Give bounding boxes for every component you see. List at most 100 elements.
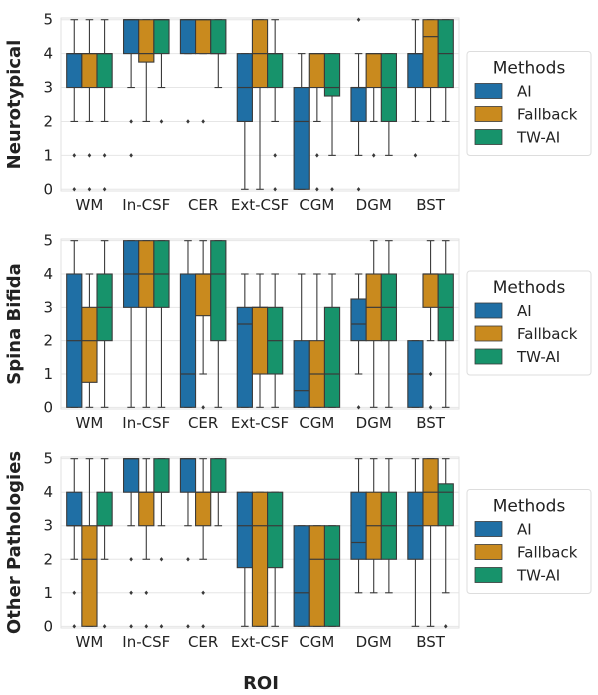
- x-tick-label: BST: [416, 414, 446, 432]
- box-dgm-tw-ai: [380, 53, 398, 156]
- box-wm-tw-ai: [96, 19, 113, 192]
- iqr-box: [293, 86, 310, 190]
- x-tick-label: Ext-CSF: [231, 633, 289, 651]
- box-ext-csf-fallback: [251, 19, 269, 190]
- iqr-box: [66, 491, 83, 527]
- outlier-point: [186, 624, 190, 629]
- box-dgm-fallback: [365, 53, 382, 158]
- box-ext-csf-ai: [236, 273, 253, 408]
- iqr-box: [323, 53, 341, 97]
- iqr-box: [179, 273, 197, 408]
- y-tick-label: 1: [43, 584, 53, 602]
- box-dgm-ai: [350, 458, 367, 594]
- box-bst-fallback: [422, 458, 439, 627]
- outlier-point: [72, 624, 77, 629]
- iqr-box: [350, 298, 367, 342]
- x-tick-label: In-CSF: [122, 414, 170, 432]
- legend-item-label: TW-AI: [516, 348, 560, 366]
- legend-item-label: AI: [517, 83, 532, 101]
- iqr-box: [293, 525, 310, 627]
- box-bst-fallback: [422, 240, 439, 410]
- outlier-point: [428, 405, 433, 410]
- legend-swatch: [474, 567, 503, 583]
- iqr-box: [267, 53, 284, 89]
- iqr-box: [153, 19, 170, 55]
- outlier-point: [413, 153, 418, 158]
- box-in-csf-tw-ai: [153, 458, 170, 629]
- y-tick-label: 0: [43, 398, 53, 416]
- box-cer-tw-ai: [210, 240, 227, 408]
- box-dgm-ai: [350, 273, 367, 410]
- outlier-point: [356, 187, 361, 192]
- iqr-box: [138, 491, 155, 527]
- iqr-box: [81, 53, 98, 89]
- iqr-box: [96, 53, 113, 89]
- box-dgm-fallback: [365, 240, 382, 408]
- box-in-csf-ai: [122, 458, 140, 629]
- outlier-point: [315, 153, 319, 158]
- outlier-point: [87, 187, 92, 192]
- box-in-csf-fallback: [138, 19, 155, 123]
- outlier-point: [186, 119, 190, 124]
- y-tick-label: 3: [43, 298, 53, 316]
- y-tick-label: 2: [43, 112, 53, 130]
- box-cgm-tw-ai: [323, 273, 341, 408]
- legend: Methods AI Fallback TW-AI: [466, 270, 592, 376]
- legend-title: Methods: [493, 497, 566, 517]
- legend-item-label: Fallback: [517, 544, 578, 562]
- box-ext-csf-ai: [236, 491, 253, 627]
- legend-swatch: [474, 106, 503, 122]
- box-cer-ai: [179, 19, 197, 124]
- iqr-box: [267, 491, 284, 569]
- iqr-box: [308, 53, 325, 89]
- box-wm-tw-ai: [96, 240, 113, 408]
- box-dgm-fallback: [365, 458, 382, 594]
- x-tick-label: CGM: [299, 196, 334, 214]
- x-tick-label: CER: [188, 414, 218, 432]
- box-dgm-tw-ai: [380, 458, 398, 594]
- box-bst-tw-ai: [437, 19, 454, 123]
- box-dgm-tw-ai: [380, 240, 398, 408]
- x-tick-label: WM: [76, 196, 104, 214]
- outlier-point: [129, 590, 133, 595]
- box-in-csf-fallback: [138, 458, 155, 629]
- box-wm-fallback: [81, 273, 98, 408]
- legend-item-label: Fallback: [517, 325, 578, 343]
- x-tick-label: In-CSF: [122, 196, 170, 214]
- iqr-box: [122, 458, 140, 493]
- iqr-box: [81, 525, 98, 627]
- y-tick-label: 1: [43, 146, 53, 164]
- legend-swatch: [474, 521, 503, 537]
- box-in-csf-ai: [122, 240, 140, 408]
- y-tick-label: 3: [43, 79, 53, 97]
- legend-item-label: TW-AI: [516, 129, 560, 147]
- x-tick-label: DGM: [356, 196, 392, 214]
- outlier-point: [72, 590, 77, 595]
- box-ext-csf-ai: [236, 53, 253, 190]
- x-tick-label: DGM: [356, 414, 392, 432]
- iqr-box: [195, 19, 212, 55]
- outlier-point: [129, 557, 133, 562]
- x-tick-label: CER: [188, 633, 218, 651]
- panel-3: 0 1 2 3 4 5 Other Pathologies WM In-CSF CER Ext-CS…: [4, 450, 592, 651]
- y-tick-label: 2: [43, 550, 53, 568]
- outlier-point: [186, 557, 190, 562]
- iqr-box: [66, 53, 83, 89]
- iqr-box: [365, 53, 382, 89]
- outlier-point: [159, 119, 164, 124]
- iqr-box: [210, 240, 227, 342]
- legend-swatch: [474, 325, 503, 342]
- box-bst-tw-ai: [437, 240, 454, 408]
- outlier-point: [129, 153, 133, 158]
- box-wm-fallback: [81, 458, 98, 627]
- box-wm-tw-ai: [96, 458, 113, 629]
- legend: Methods AI Fallback TW-AI: [466, 489, 592, 594]
- iqr-box: [210, 458, 227, 493]
- outlier-point: [201, 119, 205, 124]
- x-tick-label: CGM: [299, 414, 334, 432]
- box-cer-tw-ai: [210, 458, 227, 527]
- x-tick-label: WM: [76, 414, 104, 432]
- box-cer-ai: [179, 458, 197, 629]
- y-tick-label: 4: [43, 483, 53, 501]
- y-tick-label: 0: [43, 180, 53, 198]
